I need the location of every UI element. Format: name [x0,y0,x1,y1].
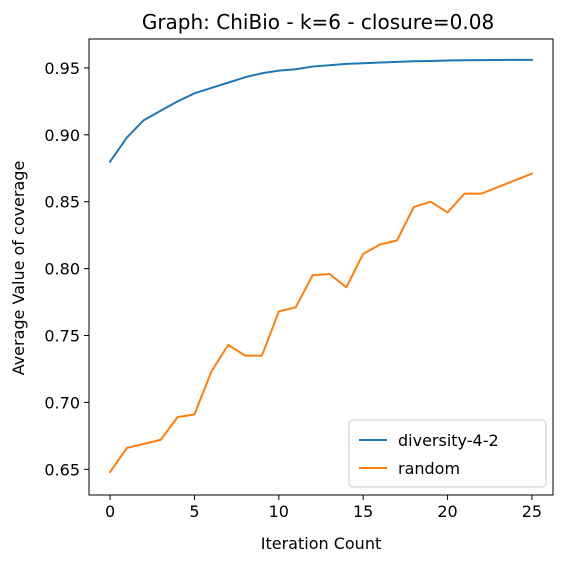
x-tick-label: 15 [353,502,373,521]
legend-label-0: diversity-4-2 [398,431,499,450]
legend-box [348,419,547,488]
x-axis-label: Iteration Count [261,534,381,553]
x-tick-label: 0 [105,502,115,521]
x-tick-label: 25 [522,502,542,521]
y-tick-label: 0.90 [44,126,80,145]
chart-title: Graph: ChiBio - k=6 - closure=0.08 [142,10,494,34]
legend-label-1: random [398,459,460,478]
legend: diversity-4-2 random [348,419,547,488]
x-tick-label: 20 [437,502,457,521]
y-tick-label: 0.85 [44,193,80,212]
y-tick-label: 0.70 [44,393,80,412]
series-line-1 [108,172,534,474]
y-tick-label: 0.95 [44,59,80,78]
series-layer [108,58,534,474]
ticks-layer: 0 5 10 15 20 25 0.65 0.70 0.75 0.80 0.85 0.90 0.95 [44,59,542,521]
plot-area-frame [88,38,554,496]
x-tick-label: 10 [269,502,289,521]
x-tick-label: 5 [189,502,199,521]
series-line-0 [108,58,533,163]
y-tick-label: 0.65 [44,460,80,479]
y-tick-label: 0.80 [44,260,80,279]
y-tick-label: 0.75 [44,327,80,346]
y-axis-label: Average Value of coverage [9,161,28,376]
